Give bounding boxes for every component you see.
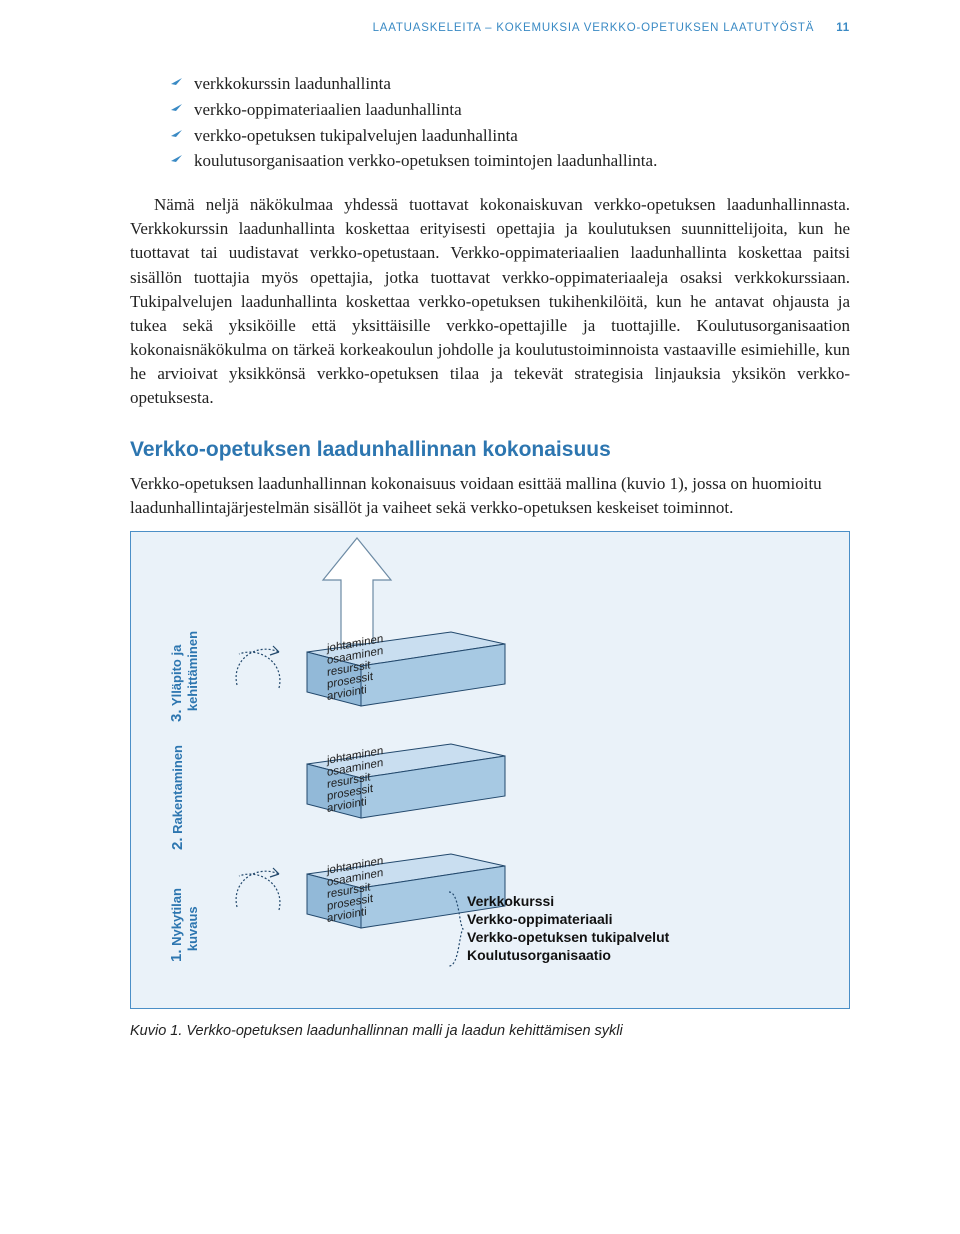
list-item: koulutusorganisaation verkko-opetuksen t… [170, 149, 850, 173]
running-head: LAATUASKELEITA – KOKEMUKSIA VERKKO-OPETU… [130, 22, 850, 34]
diagram-block: johtaminen osaaminen resurssit prosessit… [301, 742, 511, 820]
page-number: 11 [836, 22, 850, 34]
body-paragraph: Nämä neljä näkökulmaa yhdessä tuottavat … [130, 193, 850, 410]
cycle-arrow-icon [231, 640, 286, 700]
bullet-list: verkkokurssin laadunhallinta verkko-oppi… [170, 72, 850, 173]
bullet-text: verkko-opetuksen tukipalvelujen laadunha… [194, 126, 518, 145]
list-item: verkko-oppimateriaalien laadunhallinta [170, 98, 850, 122]
block-terms: johtaminen osaaminen resurssit prosessit… [327, 745, 383, 815]
diagram-right-labels: Verkkokurssi Verkko-oppimateriaali Verkk… [467, 892, 669, 965]
cycle-arrow-icon [231, 862, 286, 922]
level-label-3: 3. Ylläpito ja kehittäminen [169, 631, 200, 722]
bullet-icon [170, 128, 184, 140]
block-terms: johtaminen osaaminen resurssit prosessit… [327, 855, 383, 925]
bullet-text: koulutusorganisaation verkko-opetuksen t… [194, 151, 657, 170]
figure-diagram: 3. Ylläpito ja kehittäminen 2. Rakentami… [130, 531, 850, 1009]
bullet-icon [170, 76, 184, 88]
bullet-icon [170, 153, 184, 165]
body-paragraph: Verkko-opetuksen laadunhallinnan kokonai… [130, 472, 850, 520]
bullet-icon [170, 102, 184, 114]
running-head-text: LAATUASKELEITA – KOKEMUKSIA VERKKO-OPETU… [373, 22, 815, 34]
level-label-2: 2. Rakentaminen [169, 745, 186, 850]
block-terms: johtaminen osaaminen resurssit prosessit… [327, 633, 383, 703]
section-heading: Verkko-opetuksen laadunhallinnan kokonai… [130, 438, 850, 462]
diagram-block: johtaminen osaaminen resurssit prosessit… [301, 630, 511, 708]
brace-icon [445, 890, 465, 968]
list-item: verkkokurssin laadunhallinta [170, 72, 850, 96]
bullet-text: verkkokurssin laadunhallinta [194, 74, 391, 93]
figure-caption: Kuvio 1. Verkko-opetuksen laadunhallinna… [130, 1023, 850, 1039]
bullet-text: verkko-oppimateriaalien laadunhallinta [194, 100, 462, 119]
list-item: verkko-opetuksen tukipalvelujen laadunha… [170, 124, 850, 148]
level-label-1: 1. Nykytilan kuvaus [169, 888, 200, 962]
